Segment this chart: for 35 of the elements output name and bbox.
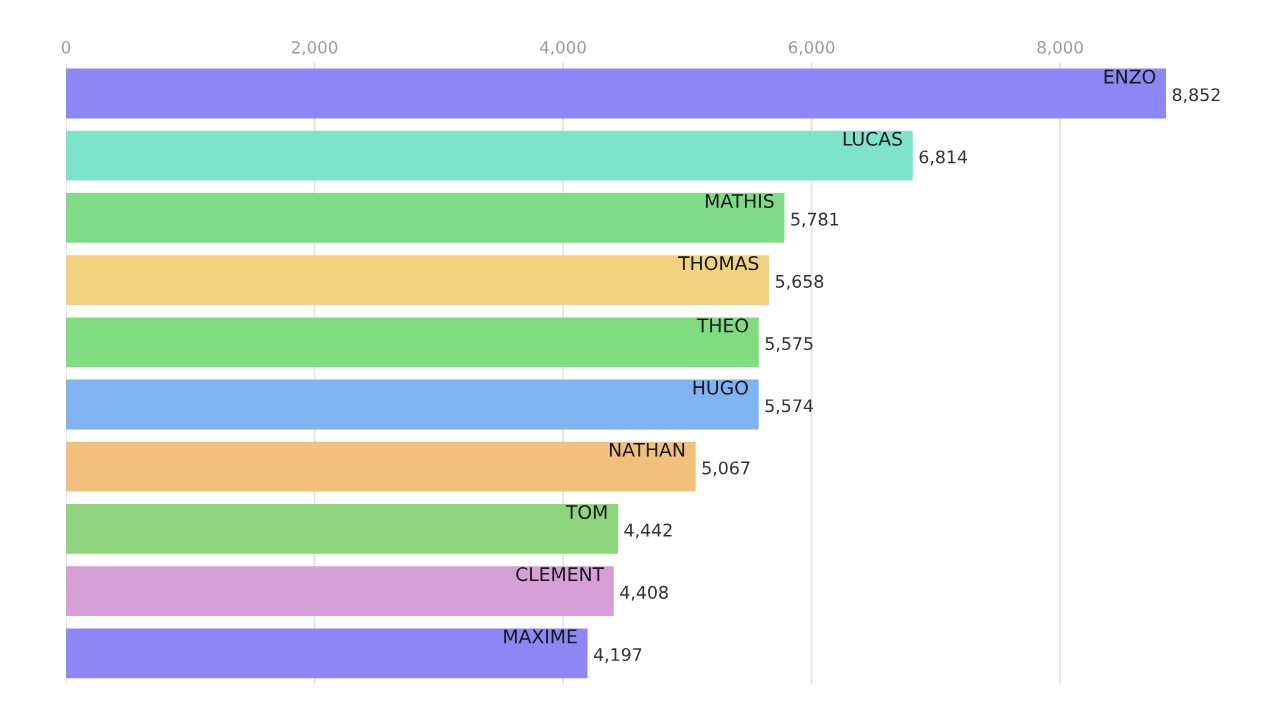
bar	[66, 628, 588, 679]
bar	[66, 130, 913, 181]
data-label: 5,067	[702, 461, 750, 477]
y-tick-label: THEO	[696, 318, 748, 333]
data-label: 5,575	[765, 337, 813, 352]
y-tick-label: CLEMENT	[516, 567, 605, 582]
y-tick-label: TOM	[565, 504, 607, 520]
bar	[66, 255, 770, 305]
data-label: 5,574	[765, 399, 813, 415]
x-tick-label: 4,000	[540, 41, 586, 56]
bar	[66, 379, 759, 430]
x-tick-label: 2,000	[291, 41, 338, 56]
y-tick-label: HUGO	[693, 380, 748, 395]
y-tick-label: NATHAN	[609, 442, 685, 457]
data-label: 5,658	[775, 274, 824, 290]
y-tick-label: THOMAS	[678, 256, 759, 271]
y-tick-label: LUCAS	[843, 131, 902, 146]
bar	[66, 504, 618, 554]
bar	[66, 68, 1166, 119]
bar	[66, 193, 785, 243]
y-tick-label: MATHIS	[705, 193, 774, 209]
data-label: 4,442	[624, 523, 672, 539]
bar	[66, 566, 614, 616]
y-tick-label: ENZO	[1104, 69, 1156, 84]
bar	[66, 317, 759, 368]
bar	[66, 441, 696, 492]
x-tick-label: 0	[61, 41, 71, 54]
x-tick-label: 6,000	[788, 41, 835, 56]
data-label: 6,814	[919, 150, 968, 166]
x-tick-label: 8,000	[1037, 41, 1083, 56]
y-tick-label: MAXIME	[504, 629, 577, 644]
data-label: 4,197	[593, 647, 642, 663]
data-label: 5,781	[791, 212, 839, 228]
data-label: 8,852	[1172, 88, 1220, 104]
data-label: 4,408	[620, 585, 668, 601]
